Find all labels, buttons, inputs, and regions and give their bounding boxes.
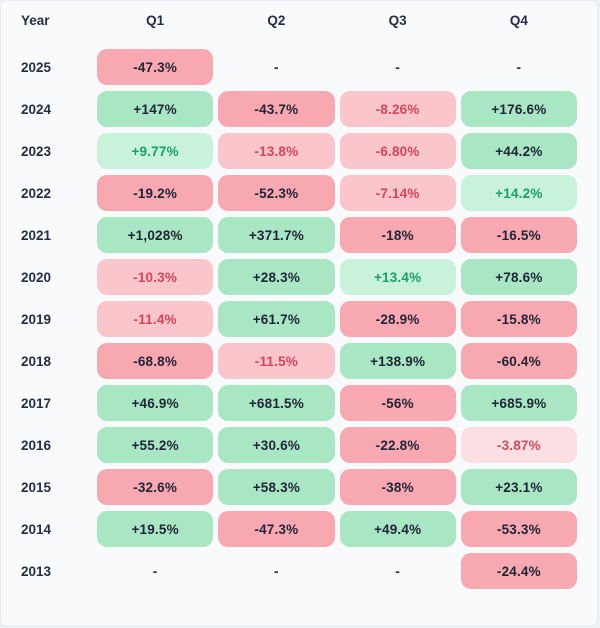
return-cell-2017-q2: +681.5% — [218, 385, 335, 421]
return-cell-2014-q2: -47.3% — [218, 511, 335, 547]
return-cell-2024-q4: +176.6% — [460, 91, 577, 127]
column-header-q4: Q4 — [509, 12, 528, 28]
return-cell-2021-q4: -16.5% — [460, 217, 577, 253]
return-cell-2025-q4: - — [516, 59, 522, 75]
table-row: 2018 -68.8% -11.5% +138.9% -60.4% — [1, 340, 597, 382]
table-row: 2016 +55.2% +30.6% -22.8% -3.87% — [1, 424, 597, 466]
year-label: 2016 — [21, 437, 52, 453]
return-cell-2015-q2: +58.3% — [218, 469, 335, 505]
return-cell-2018-q3: +138.9% — [339, 343, 456, 379]
return-cell-2019-q4: -15.8% — [460, 301, 577, 337]
return-cell-2024-q2: -43.7% — [218, 91, 335, 127]
year-label: 2020 — [21, 269, 52, 285]
return-cell-2015-q1: -32.6% — [97, 469, 214, 505]
year-label: 2023 — [21, 143, 52, 159]
return-cell-2015-q4: +23.1% — [460, 469, 577, 505]
table-row: 2014 +19.5% -47.3% +49.4% -53.3% — [1, 508, 597, 550]
return-cell-2015-q3: -38% — [339, 469, 456, 505]
return-cell-2021-q3: -18% — [339, 217, 456, 253]
table-row: 2025 -47.3% - - - — [1, 46, 597, 88]
return-cell-2020-q4: +78.6% — [460, 259, 577, 295]
return-cell-2013-q3: - — [395, 563, 400, 579]
return-cell-2016-q1: +55.2% — [97, 427, 214, 463]
column-header-q3: Q3 — [388, 12, 407, 28]
return-cell-2013-q2: - — [274, 563, 279, 579]
return-cell-2013-q4: -24.4% — [460, 553, 577, 589]
year-label: 2021 — [21, 227, 52, 243]
return-cell-2024-q3: -8.26% — [339, 91, 456, 127]
return-cell-2018-q1: -68.8% — [97, 343, 214, 379]
return-cell-2019-q2: +61.7% — [218, 301, 335, 337]
return-cell-2014-q3: +49.4% — [339, 511, 456, 547]
column-header-q2: Q2 — [267, 12, 286, 28]
column-header-q1: Q1 — [146, 12, 165, 28]
return-cell-2017-q3: -56% — [339, 385, 456, 421]
return-cell-2013-q1: - — [152, 563, 158, 579]
return-cell-2025-q2: - — [274, 59, 279, 75]
return-cell-2023-q2: -13.8% — [218, 133, 335, 169]
return-cell-2016-q2: +30.6% — [218, 427, 335, 463]
return-cell-2022-q3: -7.14% — [339, 175, 456, 211]
return-cell-2017-q1: +46.9% — [97, 385, 214, 421]
return-cell-2019-q3: -28.9% — [339, 301, 456, 337]
year-label: 2014 — [21, 521, 52, 537]
year-label: 2019 — [21, 311, 52, 327]
return-cell-2016-q4: -3.87% — [460, 427, 577, 463]
return-cell-2014-q1: +19.5% — [97, 511, 214, 547]
return-cell-2020-q2: +28.3% — [218, 259, 335, 295]
return-cell-2021-q1: +1,028% — [97, 217, 214, 253]
year-label: 2015 — [21, 479, 52, 495]
table-body: 2025 -47.3% - - - 2024 +147% -43.7% -8.26% +176.6… — [1, 46, 597, 592]
year-label: 2013 — [21, 563, 52, 579]
table-row: 2015 -32.6% +58.3% -38% +23.1% — [1, 466, 597, 508]
table-row: 2023 +9.77% -13.8% -6.80% +44.2% — [1, 130, 597, 172]
table-row: 2024 +147% -43.7% -8.26% +176.6% — [1, 88, 597, 130]
table-row: 2013 - - - -24.4% — [1, 550, 597, 592]
year-label: 2024 — [21, 101, 52, 117]
return-cell-2023-q1: +9.77% — [97, 133, 214, 169]
return-cell-2016-q3: -22.8% — [339, 427, 456, 463]
year-label: 2022 — [21, 185, 52, 201]
return-cell-2020-q3: +13.4% — [339, 259, 456, 295]
table-row: 2017 +46.9% +681.5% -56% +685.9% — [1, 382, 597, 424]
return-cell-2025-q3: - — [395, 59, 400, 75]
table-row: 2022 -19.2% -52.3% -7.14% +14.2% — [1, 172, 597, 214]
return-cell-2023-q3: -6.80% — [339, 133, 456, 169]
return-cell-2018-q4: -60.4% — [460, 343, 577, 379]
return-cell-2025-q1: -47.3% — [97, 49, 214, 85]
return-cell-2018-q2: -11.5% — [218, 343, 335, 379]
return-cell-2020-q1: -10.3% — [97, 259, 214, 295]
return-cell-2023-q4: +44.2% — [460, 133, 577, 169]
year-label: 2018 — [21, 353, 52, 369]
return-cell-2022-q4: +14.2% — [460, 175, 577, 211]
return-cell-2014-q4: -53.3% — [460, 511, 577, 547]
return-cell-2021-q2: +371.7% — [218, 217, 335, 253]
year-label: 2025 — [21, 59, 52, 75]
return-cell-2017-q4: +685.9% — [460, 385, 577, 421]
table-header-row: Year Q1 Q2 Q3 Q4 — [1, 1, 597, 39]
return-cell-2019-q1: -11.4% — [97, 301, 214, 337]
return-cell-2022-q2: -52.3% — [218, 175, 335, 211]
return-cell-2024-q1: +147% — [97, 91, 214, 127]
table-row: 2019 -11.4% +61.7% -28.9% -15.8% — [1, 298, 597, 340]
return-cell-2022-q1: -19.2% — [97, 175, 214, 211]
table-row: 2020 -10.3% +28.3% +13.4% +78.6% — [1, 256, 597, 298]
column-header-year: Year — [21, 12, 50, 28]
table-row: 2021 +1,028% +371.7% -18% -16.5% — [1, 214, 597, 256]
year-label: 2017 — [21, 395, 52, 411]
